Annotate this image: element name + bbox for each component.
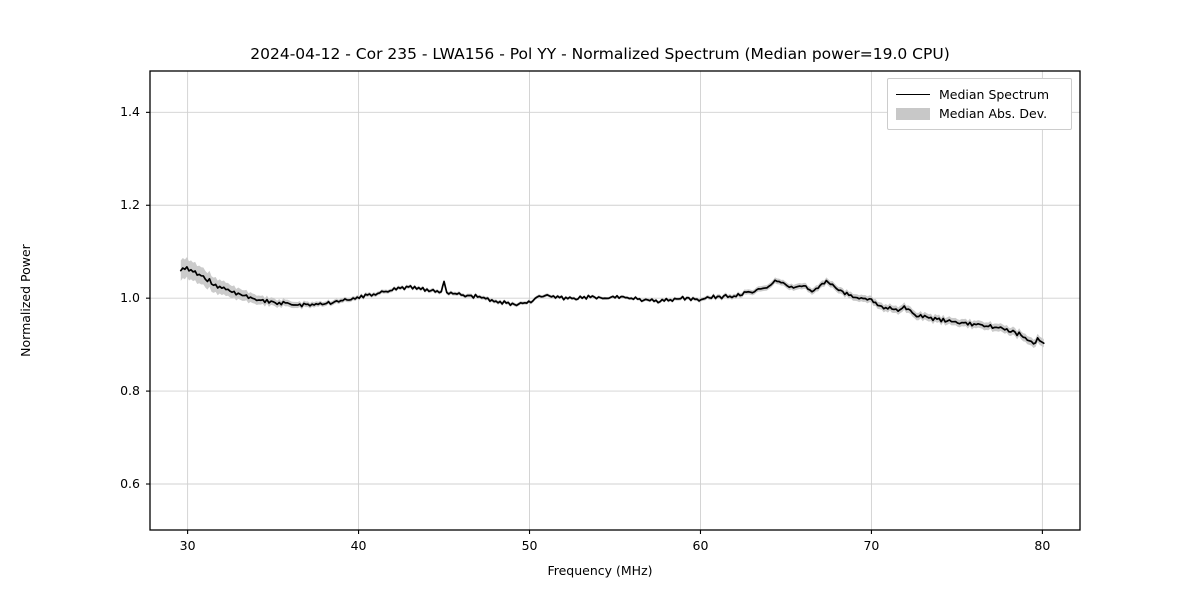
legend-item-median-spectrum: Median Spectrum (896, 85, 1063, 104)
y-tick-label: 1.4 (120, 104, 140, 120)
legend-label: Median Abs. Dev. (939, 106, 1048, 121)
x-tick-label: 70 (863, 538, 880, 553)
x-tick-label: 60 (692, 538, 709, 553)
legend: Median Spectrum Median Abs. Dev. (887, 78, 1072, 130)
legend-band-swatch-icon (896, 108, 930, 120)
y-tick-label: 1.0 (120, 290, 140, 306)
legend-line-swatch-icon (896, 88, 930, 102)
x-axis-label: Frequency (MHz) (547, 563, 653, 578)
x-tick-label: 80 (1034, 538, 1051, 553)
legend-label: Median Spectrum (939, 87, 1050, 102)
x-tick-label: 50 (521, 538, 538, 553)
mad-band (180, 257, 1044, 348)
x-tick-label: 40 (350, 538, 367, 553)
legend-item-median-abs-dev: Median Abs. Dev. (896, 104, 1063, 123)
axes-frame (149, 70, 1081, 531)
x-tick-label: 30 (179, 538, 196, 553)
chart-title: 2024-04-12 - Cor 235 - LWA156 - Pol YY -… (250, 45, 950, 63)
tick-marks (146, 111, 1043, 534)
y-tick-label: 1.2 (120, 197, 140, 213)
y-tick-label: 0.6 (120, 476, 140, 491)
y-axis-label: Normalized Power (18, 244, 33, 357)
median-spectrum-line (179, 266, 1045, 345)
y-tick-label: 0.8 (120, 383, 140, 399)
